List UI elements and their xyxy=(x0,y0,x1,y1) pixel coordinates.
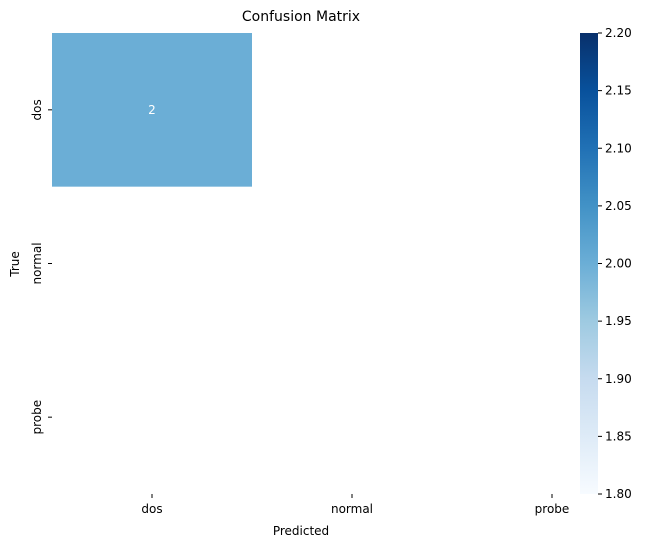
x-axis-label: Predicted xyxy=(273,524,329,538)
y-tick-label: dos xyxy=(30,99,44,120)
colorbar-tick-label: 1.95 xyxy=(605,314,632,328)
colorbar-tick-label: 1.80 xyxy=(605,487,632,501)
colorbar-tick-label: 1.85 xyxy=(605,429,632,443)
y-axis-ticks: dos normal probe xyxy=(30,99,52,434)
y-tick-label: probe xyxy=(30,400,44,435)
colorbar-tick-label: 2.15 xyxy=(605,84,632,98)
chart-title: Confusion Matrix xyxy=(242,9,360,25)
colorbar-tick-label: 2.00 xyxy=(605,257,632,271)
x-tick-label: dos xyxy=(141,502,162,516)
colorbar-ticks: 1.80 1.85 1.90 1.95 2.00 2.05 2.10 2.15 2.20 xyxy=(598,26,632,501)
x-tick-label: probe xyxy=(535,502,570,516)
cell-annotation: 2 xyxy=(148,103,156,117)
colorbar-tick-label: 1.90 xyxy=(605,372,632,386)
y-axis-label: True xyxy=(8,251,22,278)
colorbar xyxy=(580,33,598,494)
colorbar-tick-label: 2.10 xyxy=(605,141,632,155)
x-axis-ticks: dos normal probe xyxy=(141,494,569,516)
colorbar-tick-label: 2.20 xyxy=(605,26,632,40)
y-tick-label: normal xyxy=(30,242,44,284)
colorbar-tick-label: 2.05 xyxy=(605,199,632,213)
heatmap-cells: 2 xyxy=(52,33,252,187)
x-tick-label: normal xyxy=(331,502,373,516)
heatmap-cell xyxy=(52,33,252,187)
